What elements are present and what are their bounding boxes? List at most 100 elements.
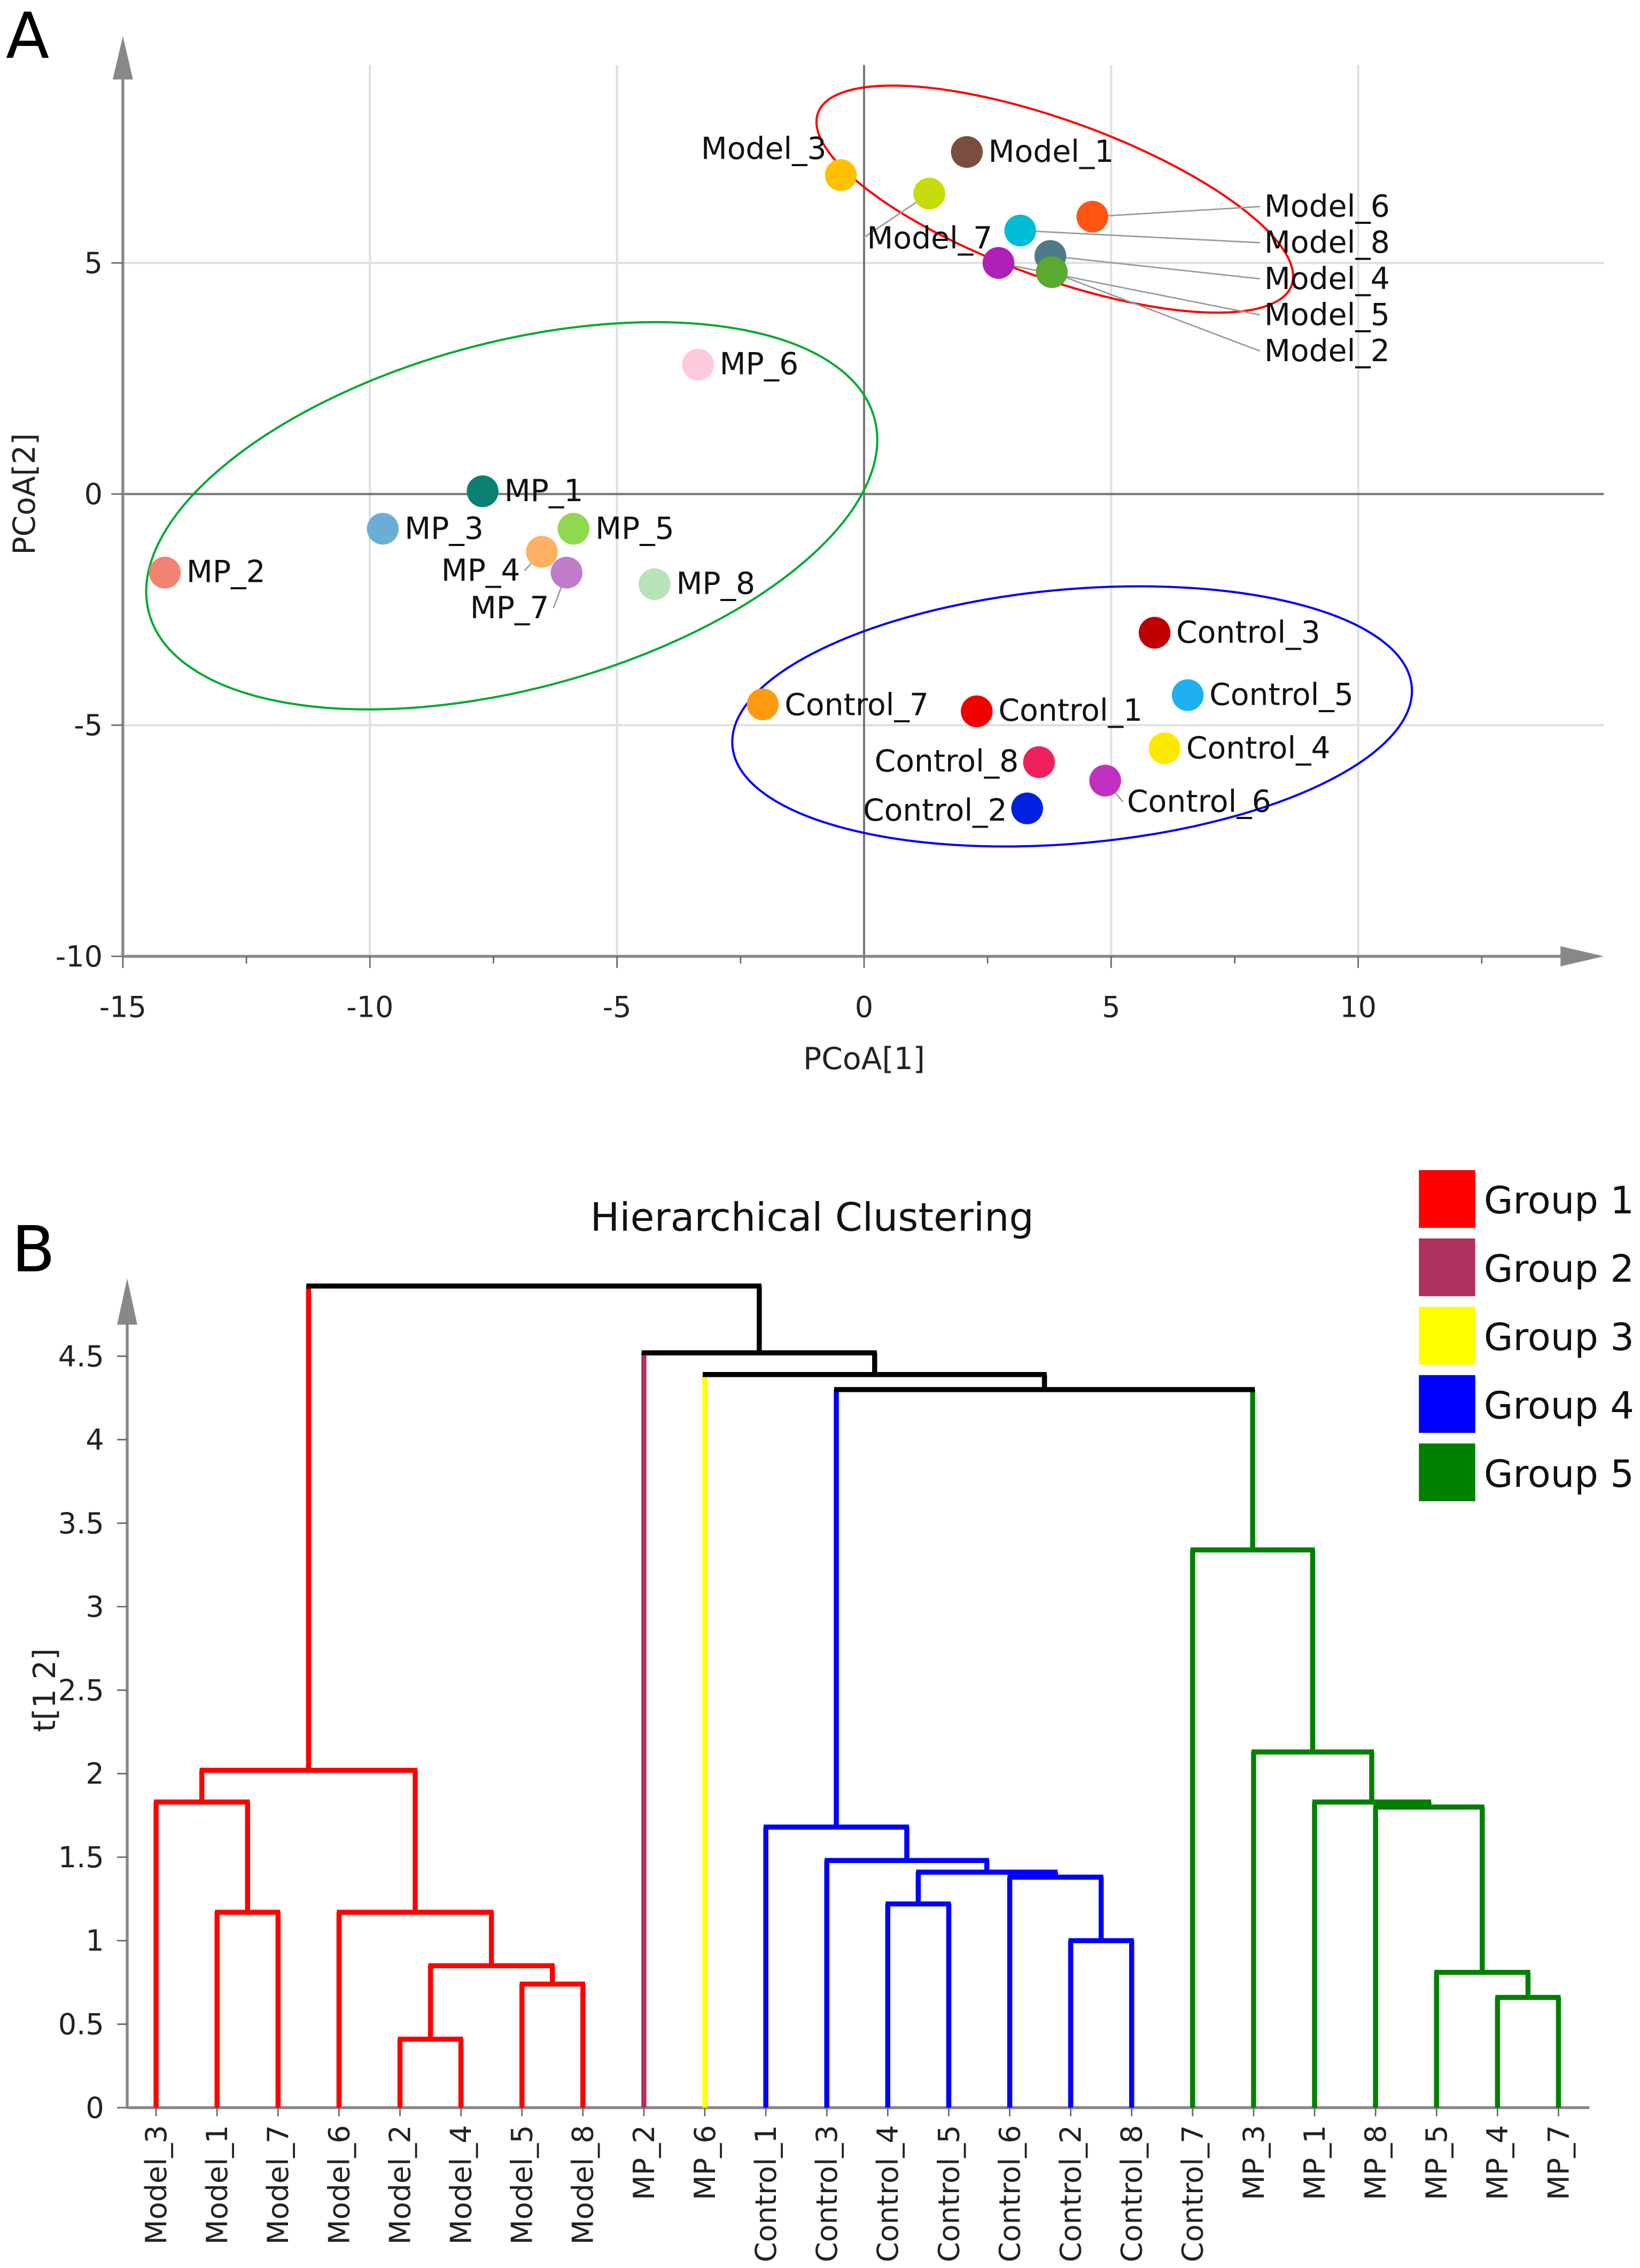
point-label: Model_1 — [988, 134, 1114, 169]
x-axis-label: PCoA[1] — [803, 1041, 925, 1077]
x-tick-label: -5 — [603, 990, 632, 1024]
point-label: MP_4 — [441, 553, 520, 588]
point-label: MP_2 — [186, 555, 266, 590]
data-point — [747, 688, 779, 721]
point-label: Control_4 — [1186, 731, 1331, 766]
leaf-label: Control_5 — [932, 2125, 966, 2262]
legend-swatch — [1419, 1306, 1475, 1365]
group-ellipse — [731, 585, 1413, 848]
panel-label-a: A — [6, 0, 49, 73]
chart-title: Hierarchical Clustering — [590, 1195, 1033, 1241]
data-point — [367, 512, 399, 545]
dendrogram-plot: Hierarchical Clustering 0 0.5 1 1.5 2 2.5 3 3.5 4… — [27, 1170, 1634, 2262]
point-label: Control_8 — [875, 744, 1019, 779]
point-label: Model_4 — [1264, 261, 1390, 297]
leaf-label: MP_8 — [1359, 2125, 1393, 2200]
y-tick-label: 1 — [86, 1924, 104, 1958]
y-tick-label: 1.5 — [58, 1841, 104, 1874]
point-label: MP_7 — [470, 590, 549, 626]
legend-label: Group 1 — [1484, 1179, 1634, 1222]
leaf-label: Control_7 — [1176, 2125, 1210, 2262]
data-point — [1011, 792, 1043, 824]
data-point — [1171, 679, 1204, 711]
leaf-label: MP_5 — [1420, 2125, 1454, 2200]
y-tick-label: 3.5 — [58, 1507, 104, 1540]
leaf-label: Control_6 — [993, 2125, 1027, 2262]
point-label: Control_2 — [863, 793, 1007, 828]
point-label: Model_8 — [1264, 225, 1390, 260]
data-point — [961, 695, 993, 728]
y-axis-label: PCoA[2] — [7, 433, 42, 555]
leaf-label: Model_5 — [506, 2125, 539, 2244]
label-leader-line — [1092, 206, 1260, 217]
leaf-label: Control_4 — [871, 2125, 905, 2262]
data-point — [1076, 200, 1108, 233]
leaf-label: Control_8 — [1115, 2125, 1149, 2262]
leaf-label: MP_6 — [688, 2125, 722, 2200]
data-point — [1004, 214, 1036, 247]
legend-item: Group 3 — [1419, 1306, 1634, 1365]
leaf-label: Model_8 — [566, 2125, 600, 2244]
leaf-label: Control_1 — [749, 2125, 783, 2262]
data-point — [550, 557, 583, 589]
leaf-label: MP_3 — [1237, 2125, 1271, 2200]
point-label: Control_3 — [1176, 615, 1320, 650]
data-point — [682, 348, 714, 381]
point-label: MP_5 — [595, 511, 674, 547]
point-label: Model_3 — [701, 131, 827, 166]
y-axis-arrow — [117, 1278, 137, 1325]
legend-swatch — [1419, 1375, 1475, 1433]
legend-swatch — [1419, 1238, 1475, 1297]
leaf-label: Model_6 — [322, 2125, 356, 2244]
legend-label: Group 5 — [1484, 1452, 1634, 1496]
legend-swatch — [1419, 1443, 1475, 1501]
data-point — [1036, 256, 1068, 289]
data-point — [1148, 732, 1180, 765]
point-label: Model_6 — [1264, 189, 1390, 224]
data-point — [467, 475, 499, 508]
leaf-label: Model_2 — [383, 2125, 417, 2244]
data-point — [1138, 617, 1171, 649]
pcoa-plot: -15 -10 -5 0 5 10 -10 -5 0 5 PCoA[1] PCoA[2] Model_1… — [7, 36, 1604, 1077]
x-tick-label: -10 — [346, 990, 393, 1024]
legend-item: Group 1 — [1419, 1170, 1634, 1228]
y-tick-label: 0 — [84, 478, 103, 511]
point-label: Control_7 — [784, 687, 929, 722]
data-point — [149, 557, 181, 589]
y-tick-label: -5 — [74, 708, 103, 742]
y-tick-label: 5 — [84, 246, 103, 280]
label-leader-line — [1020, 230, 1260, 244]
group-ellipse — [145, 321, 879, 711]
point-label: MP_6 — [720, 346, 799, 381]
leaf-label: Model_7 — [261, 2125, 295, 2244]
y-axis-arrow — [112, 36, 133, 80]
x-tick-label: 5 — [1102, 990, 1120, 1024]
data-point — [951, 136, 983, 168]
leaf-label: Model_3 — [139, 2125, 173, 2244]
legend-item: Group 2 — [1419, 1238, 1634, 1297]
data-point — [1023, 746, 1055, 778]
point-label: Model_5 — [1264, 297, 1390, 332]
y-tick-label: 4.5 — [58, 1339, 104, 1373]
leaf-label: Model_1 — [200, 2125, 234, 2244]
point-label: Control_5 — [1209, 677, 1354, 712]
point-label: MP_8 — [676, 566, 755, 601]
leaf-label: Control_2 — [1054, 2125, 1088, 2262]
point-label: Control_6 — [1127, 784, 1271, 820]
y-tick-label: 4 — [86, 1423, 104, 1457]
point-label: Model_2 — [1264, 333, 1390, 369]
x-tick-label: -15 — [99, 990, 146, 1024]
data-point — [1089, 765, 1121, 797]
data-point — [557, 512, 589, 545]
x-tick-label: 0 — [855, 990, 873, 1024]
panel-label-b: B — [12, 1213, 56, 1287]
legend-label: Group 4 — [1484, 1384, 1634, 1428]
data-point — [982, 247, 1015, 279]
data-point — [913, 177, 945, 210]
leaf-label: Model_4 — [445, 2125, 478, 2244]
y-tick-label: 0.5 — [58, 2008, 104, 2041]
y-tick-label: 0 — [86, 2091, 104, 2125]
y-tick-label: 2.5 — [58, 1673, 104, 1707]
